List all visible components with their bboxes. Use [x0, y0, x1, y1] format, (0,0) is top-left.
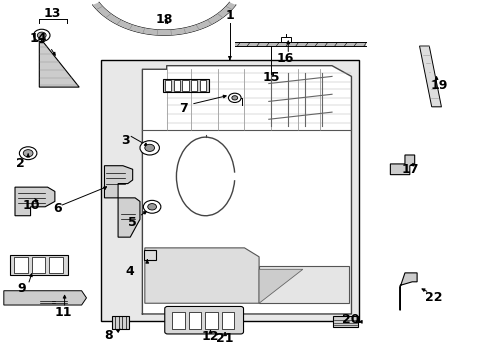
Text: 12: 12 [202, 330, 219, 343]
Bar [259, 266, 348, 303]
Text: 19: 19 [429, 79, 447, 92]
Polygon shape [4, 291, 86, 305]
Bar [173, 80, 180, 91]
Bar [200, 80, 205, 91]
Bar [163, 79, 208, 93]
Text: 3: 3 [121, 134, 129, 147]
FancyBboxPatch shape [164, 306, 243, 334]
Text: 8: 8 [104, 329, 112, 342]
Bar [188, 312, 201, 329]
Bar [281, 37, 290, 42]
Circle shape [23, 150, 33, 157]
Bar [204, 312, 217, 329]
Circle shape [33, 29, 50, 41]
Bar [49, 257, 62, 273]
Circle shape [147, 203, 156, 210]
Polygon shape [389, 155, 414, 175]
Text: 10: 10 [23, 198, 40, 212]
Bar [182, 80, 188, 91]
Polygon shape [93, 2, 235, 35]
Polygon shape [144, 248, 259, 303]
Text: 2: 2 [17, 157, 25, 170]
Circle shape [140, 141, 159, 155]
Circle shape [143, 201, 161, 213]
Text: 16: 16 [276, 52, 293, 65]
Circle shape [144, 144, 154, 152]
Text: 7: 7 [179, 102, 188, 115]
Circle shape [20, 147, 37, 159]
Polygon shape [234, 42, 366, 46]
Bar [172, 312, 184, 329]
Polygon shape [419, 46, 441, 107]
Text: 14: 14 [29, 32, 46, 45]
Polygon shape [39, 37, 79, 87]
Text: 22: 22 [425, 291, 442, 304]
Bar [14, 257, 28, 273]
Text: 4: 4 [125, 265, 134, 278]
Text: 6: 6 [53, 202, 61, 215]
Bar [143, 249, 156, 260]
Text: 5: 5 [128, 216, 137, 229]
Text: 1: 1 [225, 9, 234, 22]
Polygon shape [118, 198, 140, 237]
Circle shape [231, 96, 237, 100]
Bar [164, 80, 171, 91]
Polygon shape [259, 269, 302, 303]
Bar [112, 316, 129, 329]
Polygon shape [104, 166, 132, 198]
Text: 17: 17 [400, 163, 418, 176]
Text: 18: 18 [155, 13, 173, 26]
Text: 11: 11 [54, 306, 72, 319]
Text: 15: 15 [262, 71, 280, 84]
Circle shape [228, 93, 241, 103]
Bar [332, 316, 358, 327]
Bar [191, 80, 197, 91]
Text: 13: 13 [43, 8, 61, 21]
Bar [221, 312, 234, 329]
Bar [101, 60, 358, 321]
Circle shape [37, 32, 46, 39]
Bar [31, 257, 45, 273]
Polygon shape [399, 273, 416, 310]
Text: 9: 9 [18, 283, 26, 296]
Bar [10, 255, 68, 275]
Polygon shape [142, 66, 351, 314]
Text: 20: 20 [341, 313, 359, 326]
Text: 21: 21 [216, 333, 233, 346]
Polygon shape [15, 187, 55, 216]
